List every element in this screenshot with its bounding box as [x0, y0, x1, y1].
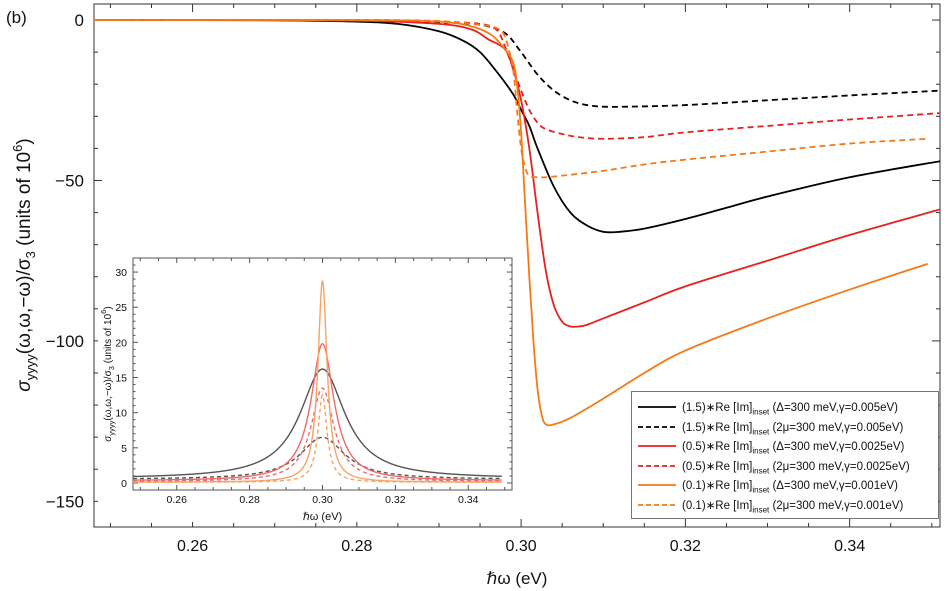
inset-x-tick-label: 0.26 [167, 494, 188, 506]
legend-swatch [638, 464, 676, 467]
legend-swatch [638, 406, 676, 408]
inset-y-tick-label: 15 [115, 373, 127, 385]
x-tick-label: 0.26 [177, 538, 208, 555]
y-axis-label-text: σyyyy(ω,ω,−ω)/σ3 (units of 106) [10, 138, 38, 391]
inset-x-tick-label: 0.32 [385, 494, 406, 506]
inset-y-tick-label: 5 [121, 443, 127, 455]
inset-x-tick-label: 0.34 [458, 494, 479, 506]
legend-label-main: (1.5)∗Re [Im] [682, 421, 753, 434]
legend-label-sub: inset [752, 466, 770, 476]
inset-y-tick-label: 20 [115, 337, 127, 349]
legend-entry: (0.5)∗Re [Im]inset (2μ=300 meV,γ=0.0025e… [632, 457, 938, 476]
y-axis-label: σyyyy(ω,ω,−ω)/σ3 (units of 106) [10, 138, 38, 391]
plot-frame [93, 3, 941, 528]
series-line-5 [94, 19, 928, 427]
inset-x-tick-label: 0.30 [312, 494, 333, 506]
legend-entry: (1.5)∗Re [Im]inset (2μ=300 meV,γ=0.005eV… [632, 418, 938, 437]
legend-swatch [638, 445, 676, 448]
legend-label-params: (Δ=300 meV,γ=0.0025eV) [769, 441, 905, 454]
inset-plot: 0.26 0.28 0.30 0.32 0.34 0 5 10 15 20 25 30 ℏω (eV) σ… [98, 254, 514, 523]
legend-label: (1.5)∗Re [Im]inset (Δ=300 meV,γ=0.005eV) [682, 400, 898, 416]
inset-y-axis-label: σyyyy(ω,ω,−ω)/σ3 (units of 106) [99, 306, 116, 441]
x-tick-label: 0.32 [670, 538, 701, 555]
legend-label-sub: inset [752, 407, 770, 417]
x-tick-label: 0.30 [506, 538, 537, 555]
legend-label: (0.5)∗Re [Im]inset (Δ=300 meV,γ=0.0025eV… [682, 439, 904, 455]
legend-swatch [638, 425, 676, 428]
legend-label-main: (0.5)∗Re [Im] [682, 441, 753, 454]
y-tick-label: 0 [75, 11, 84, 30]
legend-entry: (0.1)∗Re [Im]inset (Δ=300 meV,γ=0.001eV) [632, 476, 938, 495]
legend: (1.5)∗Re [Im]inset (Δ=300 meV,γ=0.005eV)… [631, 391, 939, 519]
legend-label-main: (0.1)∗Re [Im] [682, 500, 753, 512]
inset-series-line-4 [133, 387, 502, 482]
legend-label-sub: inset [752, 446, 770, 456]
series-line-1 [94, 19, 940, 234]
x-tick-label: 0.34 [834, 538, 865, 555]
legend-entry: (1.5)∗Re [Im]inset (Δ=300 meV,γ=0.005eV) [632, 398, 938, 417]
legend-label-params: (2μ=300 meV,γ=0.0025eV) [769, 460, 910, 473]
inset-y-tick-label: 25 [115, 302, 127, 314]
series-line-6 [94, 19, 928, 179]
inset-series-line-2 [133, 436, 502, 480]
y-tick-label: −50 [55, 171, 84, 190]
inset-x-axis-label: ℏω (eV) [303, 511, 342, 523]
legend-label-sub: inset [752, 426, 770, 436]
series-line-2 [94, 19, 940, 108]
inset-y-tick-label: 30 [115, 267, 127, 279]
x-axis-label: ℏω (eV) [487, 569, 548, 588]
legend-label: (0.5)∗Re [Im]inset (2μ=300 meV,γ=0.0025e… [682, 459, 910, 475]
y-tick-label: −100 [46, 332, 84, 351]
y-tick-label: −150 [46, 492, 84, 511]
panel-label: (b) [6, 8, 27, 27]
legend-label-params: (Δ=300 meV,γ=0.005eV) [769, 402, 898, 414]
legend-label-main: (0.1)∗Re [Im] [682, 480, 753, 493]
legend-label-main: (0.5)∗Re [Im] [682, 460, 753, 473]
main-axes: 0.26 0.28 0.30 0.32 0.34 0 −50 −100 −150 [46, 3, 941, 555]
inset-series [133, 280, 502, 483]
legend-label-params: (2μ=300 meV,γ=0.005eV) [769, 421, 904, 434]
legend-label-params: (2μ=300 meV,γ=0.001eV) [769, 500, 904, 512]
legend-label-params: (Δ=300 meV,γ=0.001eV) [769, 480, 898, 493]
legend-label-sub: inset [752, 505, 770, 515]
legend-label-sub: inset [752, 485, 770, 495]
legend-swatch [638, 484, 676, 487]
legend-entry: (0.5)∗Re [Im]inset (Δ=300 meV,γ=0.0025eV… [632, 437, 938, 456]
inset-y-tick-label: 10 [115, 408, 127, 420]
legend-label: (0.1)∗Re [Im]inset (Δ=300 meV,γ=0.001eV) [682, 478, 898, 494]
inset-x-tick-label: 0.28 [239, 494, 260, 506]
legend-label-main: (1.5)∗Re [Im] [682, 402, 753, 414]
inset-background [98, 254, 514, 522]
legend-label: (1.5)∗Re [Im]inset (2μ=300 meV,γ=0.005eV… [682, 420, 903, 436]
x-tick-label: 0.28 [341, 538, 372, 555]
legend-label: (0.1)∗Re [Im]inset (2μ=300 meV,γ=0.001eV… [682, 498, 903, 514]
main-series [94, 19, 940, 427]
inset-series-line-5 [133, 280, 502, 483]
inset-y-tick-label: 0 [121, 478, 127, 490]
legend-entry: (0.1)∗Re [Im]inset (2μ=300 meV,γ=0.001eV… [632, 496, 938, 515]
legend-swatch [638, 504, 676, 506]
series-line-3 [94, 19, 940, 328]
